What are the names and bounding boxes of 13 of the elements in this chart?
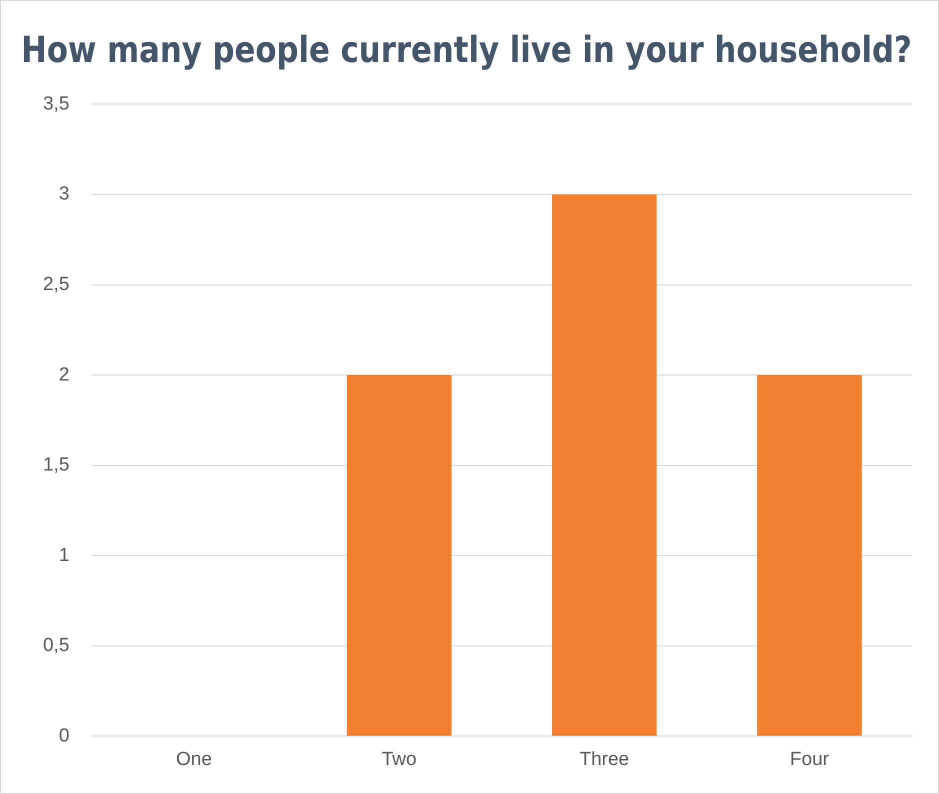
x-tick-label: Two xyxy=(382,748,417,770)
x-tick-label: One xyxy=(176,748,212,770)
y-tick-label: 0,5 xyxy=(42,635,70,656)
y-tick-label: 3 xyxy=(58,184,70,205)
x-tick-label: Four xyxy=(790,748,830,770)
y-tick-label: 1 xyxy=(58,544,70,566)
y-tick-label: 2 xyxy=(58,364,70,386)
chart-title: How many people currently live in your household? xyxy=(21,28,912,71)
y-tick-label: 1,5 xyxy=(42,454,70,476)
y-tick-label: 2,5 xyxy=(42,274,70,296)
y-tick-label: 0 xyxy=(58,725,70,746)
y-tick-label: 3,5 xyxy=(42,93,70,114)
x-tick-label: Three xyxy=(579,748,630,770)
